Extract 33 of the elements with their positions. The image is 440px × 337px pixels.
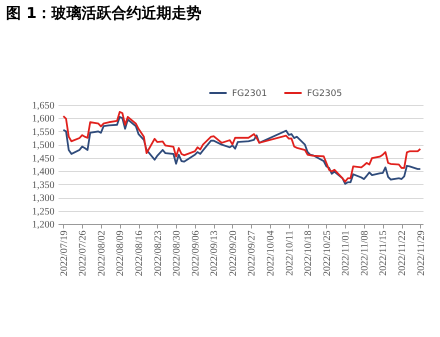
y-tick-label: 1,350 (32, 180, 54, 191)
y-tick-label: 1,400 (32, 166, 54, 178)
x-tick-label: 2022/08/23 (152, 230, 164, 276)
x-tick-label: 2022/10/04 (266, 230, 277, 276)
legend-label: FG2305 (307, 89, 342, 99)
y-tick-label: 1,600 (32, 114, 54, 125)
x-tick-label: 2022/08/16 (134, 230, 146, 276)
x-tick-label: 2022/11/08 (359, 230, 370, 276)
x-tick-label: 2022/08/09 (115, 230, 126, 276)
x-tick-label: 2022/09/20 (228, 230, 239, 276)
x-tick-label: 2022/10/18 (303, 230, 314, 276)
x-tick-label: 2022/07/26 (78, 230, 89, 276)
x-tick-label: 2022/07/19 (58, 230, 70, 276)
x-tick-label: 2022/10/25 (322, 230, 333, 276)
y-tick-label: 1,650 (32, 100, 54, 112)
y-tick-label: 1,300 (32, 193, 54, 204)
y-tick-label: 1,200 (32, 220, 54, 230)
x-tick-label: 2022/09/13 (209, 230, 220, 276)
legend-label: FG2301 (232, 89, 268, 99)
chart-title: 图 1：玻璃活跃合约近期走势 (6, 4, 202, 23)
x-tick-label: 2022/11/29 (416, 230, 427, 276)
x-tick-label: 2022/09/27 (246, 230, 258, 276)
x-tick-label: 2022/08/02 (96, 230, 108, 276)
x-tick-label: 2022/11/15 (378, 230, 390, 276)
x-tick-label: 2022/11/01 (340, 230, 352, 276)
y-tick-label: 1,550 (32, 126, 54, 138)
x-tick-label: 2022/08/30 (172, 230, 183, 276)
x-tick-label: 2022/11/22 (397, 230, 408, 276)
x-tick-label: 2022/10/11 (284, 230, 296, 276)
x-tick-label: 2022/09/06 (190, 230, 202, 276)
y-tick-label: 1,250 (32, 206, 54, 218)
y-tick-label: 1,450 (32, 153, 54, 164)
y-tick-label: 1,500 (32, 140, 54, 152)
